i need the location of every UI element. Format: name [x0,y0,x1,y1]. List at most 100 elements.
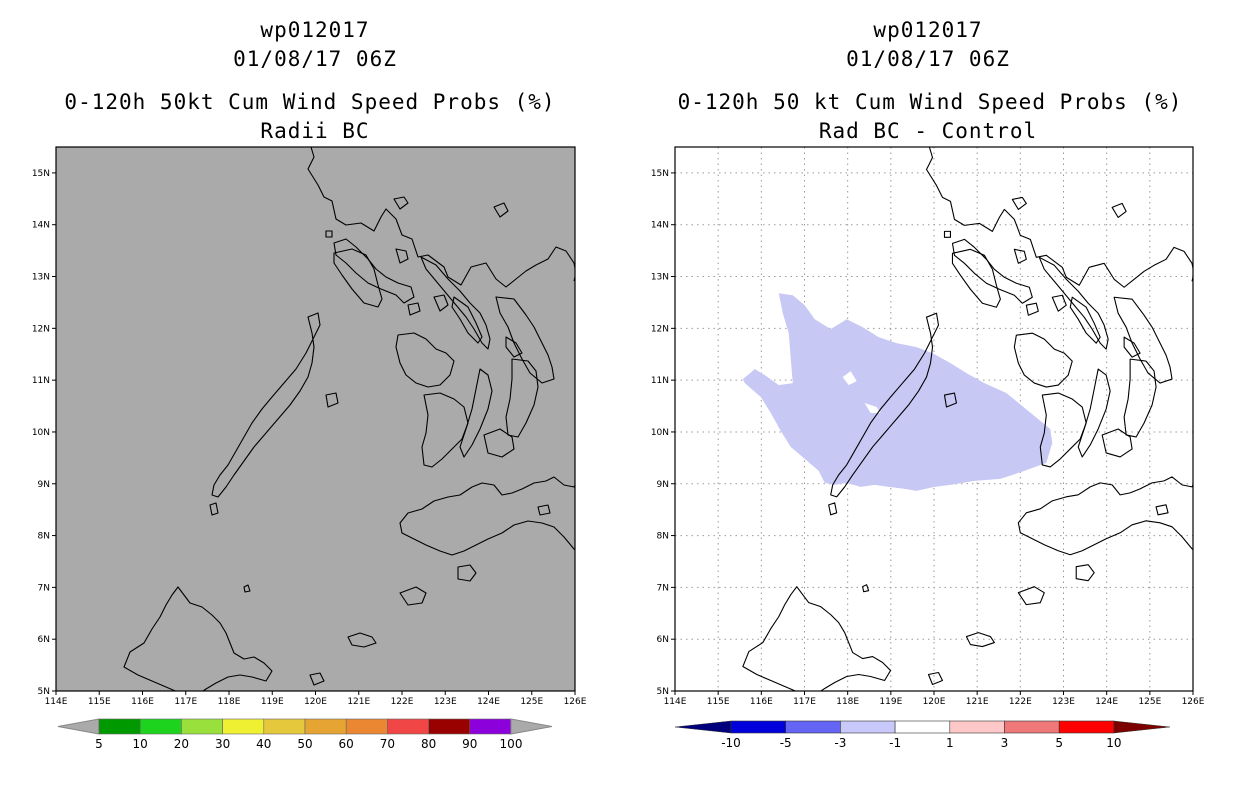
left-lat-label: 9N [38,480,50,490]
colorbar-swatch [181,718,223,735]
colorbar-label: 10 [133,737,148,751]
colorbar-swatch [98,718,141,735]
right-map: 114E 115E 116E 117E 118E 119E 120E 121E 122E 123E… [651,146,1205,750]
colorbar-swatch [387,718,429,735]
colorbar-right-arrow [1113,720,1170,734]
left-lon-label: 120E [304,697,327,707]
right-lon-label: 117E [793,697,816,707]
left-lon-label: 114E [45,697,68,707]
left-lon-label: 118E [218,697,241,707]
colorbar-label: 20 [174,737,189,751]
colorbar-label: -3 [834,736,846,750]
left-lat-axis: 5N 6N 7N 8N 9N 10N 11N 12N 13N 14N 15N [32,169,56,697]
right-lat-label: 15N [651,169,669,179]
colorbar-left-arrow [57,718,100,735]
right-lon-label: 118E [836,697,859,707]
right-title: 0-120h 50 kt Cum Wind Speed Probs (%) [677,90,1183,114]
left-lat-label: 14N [32,221,50,231]
left-lon-label: 117E [174,697,197,707]
right-lon-label: 124E [1095,697,1118,707]
colorbar-label: -1 [889,736,901,750]
colorbar-swatch [949,720,1005,734]
left-lon-label: 121E [347,697,370,707]
right-lon-label: 125E [1138,697,1161,707]
left-title: 0-120h 50kt Cum Wind Speed Probs (%) [64,90,556,114]
colorbar-label: 80 [421,737,436,751]
right-lat-label: 14N [651,221,669,231]
left-lon-label: 115E [88,697,111,707]
right-lon-label: 114E [664,697,687,707]
right-lon-label: 120E [923,697,946,707]
colorbar-label: 60 [339,737,354,751]
colorbar-label: 5 [1055,736,1063,750]
left-lat-label: 7N [38,583,50,593]
colorbar-swatch [469,718,512,735]
colorbar-label: 5 [95,737,103,751]
right-lon-label: 115E [707,697,730,707]
left-lat-label: 11N [32,376,50,386]
colorbar-swatch [894,720,951,734]
right-lon-label: 119E [879,697,902,707]
left-map: 114E 115E 116E 117E 118E 119E 120E 121E 122E 123E… [32,146,587,751]
left-lat-label: 6N [38,635,50,645]
right-lat-label: 9N [657,480,669,490]
colorbar-swatch [222,718,265,735]
left-subtitle: Radii BC [260,119,370,143]
colorbar-label: -5 [780,736,792,750]
right-lat-label: 13N [651,273,669,283]
left-lon-label: 122E [391,697,414,707]
left-storm-id: wp012017 [260,18,370,42]
left-lon-label: 126E [564,697,587,707]
difference-shading [742,293,1053,491]
right-map-content [742,147,1193,691]
right-datetime: 01/08/17 06Z [846,47,1010,71]
right-colorbar: -10 -5 -3 -1 1 3 5 10 [674,720,1170,750]
right-lat-label: 11N [651,376,669,386]
colorbar-label: 30 [215,737,230,751]
right-lat-axis: 5N 6N 7N 8N 9N 10N 11N 12N 13N 14N 15N [651,169,675,697]
right-subtitle: Rad BC - Control [818,119,1038,143]
left-lon-label: 116E [131,697,154,707]
right-lon-label: 123E [1052,697,1075,707]
colorbar-swatch [304,718,347,735]
colorbar-label: 70 [380,737,395,751]
right-lat-label: 10N [651,428,669,438]
colorbar-label: 10 [1106,736,1121,750]
colorbar-right-arrow [510,718,553,735]
left-lon-label: 124E [477,697,500,707]
right-storm-id: wp012017 [873,18,983,42]
left-lat-label: 8N [38,532,50,542]
right-lon-label: 116E [750,697,773,707]
left-lat-label: 10N [32,428,50,438]
left-lat-label: 12N [32,324,50,334]
left-lon-label: 123E [434,697,457,707]
right-lon-label: 122E [1009,697,1032,707]
colorbar-label: 40 [256,737,271,751]
right-lon-label: 126E [1182,697,1205,707]
colorbar-label: 100 [500,737,523,751]
colorbar-swatch [785,720,841,734]
colorbar-swatch [730,720,787,734]
right-lat-label: 8N [657,532,669,542]
colorbar-swatch [840,720,896,734]
left-datetime: 01/08/17 06Z [233,47,397,71]
left-lon-label: 125E [520,697,543,707]
colorbar-swatch [345,718,388,735]
colorbar-label: 50 [297,737,312,751]
left-lat-label: 5N [38,687,50,697]
right-lat-label: 6N [657,635,669,645]
colorbar-left-arrow [674,720,732,734]
left-colorbar: 5 10 20 30 40 50 60 70 80 90 100 [57,718,553,751]
right-lon-axis: 114E 115E 116E 117E 118E 119E 120E 121E 122E 123E… [664,691,1205,707]
left-lon-axis: 114E 115E 116E 117E 118E 119E 120E 121E 122E 123E… [45,691,587,707]
right-lat-label: 7N [657,583,669,593]
right-lon-label: 121E [966,697,989,707]
left-lat-label: 13N [32,273,50,283]
right-lat-label: 5N [657,687,669,697]
colorbar-label: 1 [946,736,954,750]
colorbar-label: 90 [462,737,477,751]
colorbar-swatch [139,718,182,735]
colorbar-swatch [263,718,306,735]
left-lat-label: 15N [32,169,50,179]
colorbar-swatch [1058,720,1115,734]
